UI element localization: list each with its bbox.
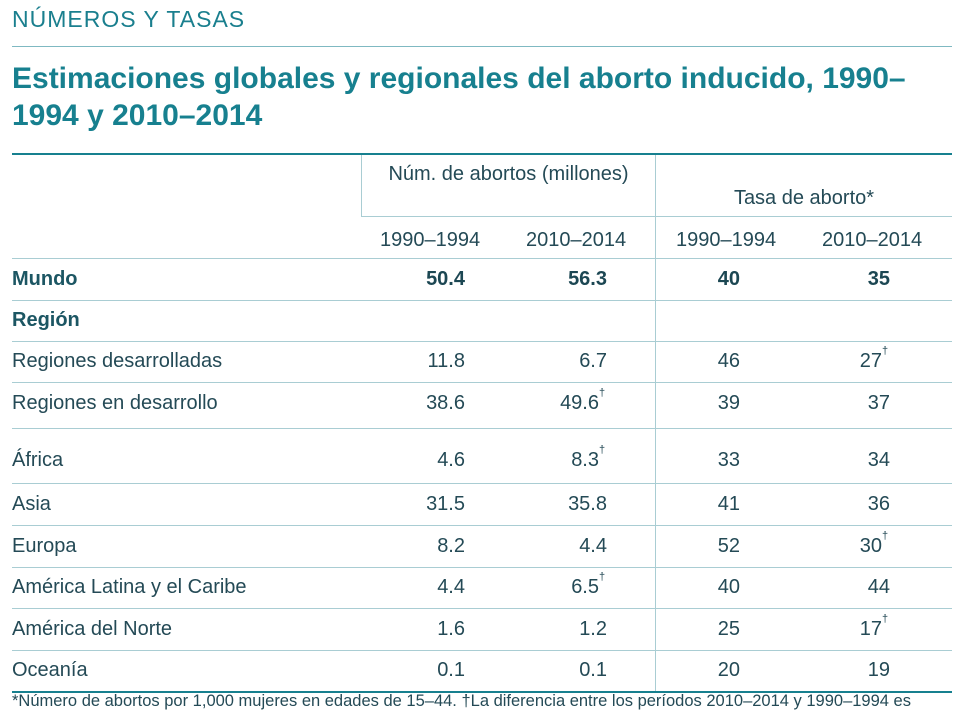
cell-value: 41 [717, 493, 740, 515]
table-row: Europa 8.2 4.4 52 30 † [12, 526, 952, 568]
cell-value: 19 [867, 659, 890, 681]
cell-value: 38.6 [426, 392, 465, 414]
header-divider-left [361, 155, 362, 216]
table-row-region: Región [12, 300, 952, 342]
footnote: *Número de abortos por 1,000 mujeres en … [12, 692, 911, 710]
cell-value: 1.6 [437, 618, 465, 640]
cell-value: 27 † [859, 345, 889, 372]
cell-value: 44 [867, 576, 890, 598]
table-row: África 4.6 8.3 † 33 34 [12, 440, 952, 484]
cell-value: 40 [717, 576, 740, 598]
col-header-abortions-2010: 2010–2014 [526, 229, 627, 251]
dagger-mark: † [599, 571, 606, 583]
col-header-abortions-1990: 1990–1994 [380, 229, 481, 251]
cell-value: 34 [867, 449, 890, 471]
cell-value: 6.5 † [571, 571, 606, 598]
column-divider [655, 155, 656, 691]
cell-value: 4.4 [579, 535, 607, 557]
title-rule [12, 153, 952, 155]
col-header-rate-2010: 2010–2014 [822, 229, 923, 251]
row-label: América Latina y el Caribe [12, 576, 247, 598]
cell-value: 56.3 [568, 268, 607, 290]
table-row: Asia 31.5 35.8 41 36 [12, 484, 952, 526]
cell-value: 35.8 [568, 493, 607, 515]
dagger-mark: † [882, 613, 889, 625]
row-label: Regiones en desarrollo [12, 392, 218, 414]
cell-value: 40 [717, 268, 740, 290]
page-title: Estimaciones globales y regionales del a… [12, 62, 906, 132]
row-label: América del Norte [12, 618, 173, 640]
cell-value: 20 [717, 659, 740, 681]
row-label: Europa [12, 535, 77, 557]
top-rule [12, 46, 952, 47]
cell-value: 0.1 [437, 659, 465, 681]
cell-value: 39 [717, 392, 740, 414]
cell-value: 0.1 [579, 659, 607, 681]
cell-value: 35 [867, 268, 890, 290]
cell-value: 4.4 [437, 576, 465, 598]
table-row: Regiones desarrolladas 11.8 6.7 46 27 † [12, 341, 952, 383]
table-row: Regiones en desarrollo 38.6 49.6 † 39 37 [12, 383, 952, 429]
table-row: América Latina y el Caribe 4.4 6.5 † 40 4… [12, 567, 952, 609]
dagger-mark: † [599, 387, 606, 399]
cell-value: 8.2 [437, 535, 465, 557]
dagger-mark: † [599, 444, 606, 456]
row-label: África [12, 449, 64, 471]
row-label: Regiones desarrolladas [12, 350, 223, 372]
dagger-mark: † [882, 530, 889, 542]
group-header-rate: Tasa de aborto* [733, 187, 875, 209]
section-label: NÚMEROS Y TASAS [12, 6, 246, 32]
cell-value: 49.6 † [560, 387, 606, 414]
cell-value: 33 [717, 449, 740, 471]
row-label: Asia [12, 493, 51, 515]
cell-value: 30 † [859, 530, 889, 557]
cell-value: 4.6 [437, 449, 465, 471]
row-label: Oceanía [12, 659, 88, 681]
row-label: Mundo [12, 268, 78, 290]
group-header-abortions: Núm. de abortos (millones) [388, 163, 629, 185]
group-header-rule [361, 216, 952, 217]
cell-value: 25 [717, 618, 740, 640]
cell-value: 8.3 † [571, 444, 606, 471]
cell-value: 36 [867, 493, 890, 515]
dagger-mark: † [882, 345, 889, 357]
table-row: Oceanía 0.1 0.1 20 19 [12, 650, 952, 693]
table-row-mundo: Mundo 50.4 56.3 40 35 [12, 258, 952, 301]
cell-value: 6.7 [579, 350, 607, 372]
cell-value: 11.8 [427, 350, 465, 372]
cell-value: 31.5 [426, 493, 465, 515]
cell-value: 1.2 [579, 618, 607, 640]
cell-value: 50.4 [426, 268, 465, 290]
cell-value: 46 [717, 350, 740, 372]
table-row: América del Norte 1.6 1.2 25 17 † [12, 609, 952, 651]
col-header-rate-1990: 1990–1994 [676, 229, 777, 251]
cell-value: 52 [717, 535, 740, 557]
cell-value: 37 [867, 392, 890, 414]
row-label: Región [12, 309, 80, 331]
cell-value: 17 † [859, 613, 889, 640]
